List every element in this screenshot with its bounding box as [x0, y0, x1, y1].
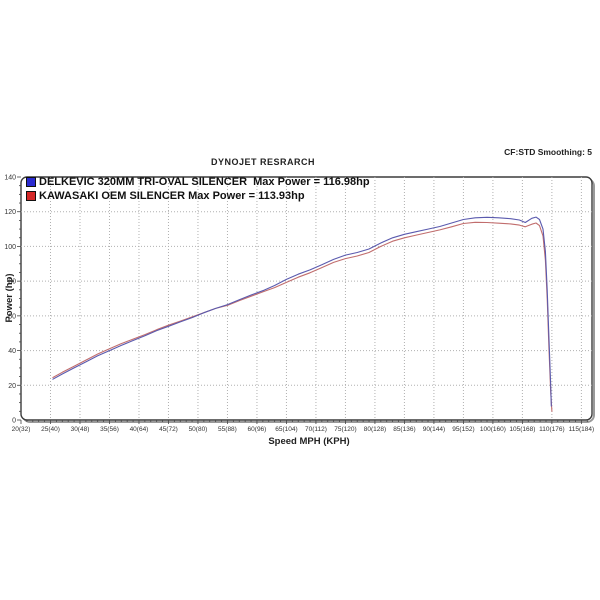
svg-text:20(32): 20(32)	[12, 426, 31, 433]
chart-legend: DELKEVIC 320MM TRI-OVAL SILENCER Max Pow…	[26, 176, 370, 202]
svg-text:95(152): 95(152)	[452, 426, 474, 433]
svg-text:65(104): 65(104)	[275, 426, 297, 433]
svg-text:0: 0	[12, 418, 16, 425]
svg-text:60(96): 60(96)	[248, 426, 267, 433]
svg-text:55(88): 55(88)	[218, 426, 237, 433]
svg-text:100(160): 100(160)	[480, 426, 506, 433]
svg-text:85(136): 85(136)	[393, 426, 415, 433]
chart-canvas: 20(32) 25(40) 30(48) 35(56) 40(64) 45(72) 50(8…	[4, 175, 595, 433]
svg-text:40: 40	[8, 348, 16, 355]
svg-text:110(176): 110(176)	[539, 426, 565, 433]
svg-text:45(72): 45(72)	[159, 426, 178, 433]
legend-item-kawasaki: KAWASAKI OEM SILENCER Max Power = 113.93…	[26, 190, 370, 202]
svg-text:20: 20	[8, 383, 16, 390]
svg-text:80: 80	[8, 279, 16, 286]
svg-text:70(112): 70(112)	[305, 426, 327, 433]
svg-text:80(128): 80(128)	[364, 426, 386, 433]
legend-item-label: DELKEVIC 320MM TRI-OVAL SILENCER Max Pow…	[39, 176, 370, 188]
smoothing-setting-label: CF:STD Smoothing: 5	[504, 147, 592, 157]
legend-item-label: KAWASAKI OEM SILENCER Max Power = 113.93…	[39, 190, 305, 202]
svg-text:60: 60	[8, 313, 16, 320]
svg-text:30(48): 30(48)	[71, 426, 90, 433]
svg-text:25(40): 25(40)	[41, 426, 60, 433]
svg-text:50(80): 50(80)	[189, 426, 208, 433]
svg-text:90(144): 90(144)	[423, 426, 445, 433]
chart-title: DYNOJET RESRARCH	[210, 157, 315, 167]
svg-text:105(168): 105(168)	[509, 426, 535, 433]
svg-text:100: 100	[4, 244, 16, 251]
x-axis-label: Speed MPH (KPH)	[268, 436, 350, 447]
red-series-swatch-icon	[26, 191, 36, 201]
blue-series-swatch-icon	[26, 177, 36, 187]
svg-text:35(56): 35(56)	[100, 426, 119, 433]
svg-text:75(120): 75(120)	[334, 426, 356, 433]
svg-text:40(64): 40(64)	[130, 426, 149, 433]
y-axis-label: Power (hp)	[4, 273, 15, 323]
legend-item-delkevic: DELKEVIC 320MM TRI-OVAL SILENCER Max Pow…	[26, 176, 370, 188]
svg-text:140: 140	[4, 175, 16, 182]
svg-text:120: 120	[4, 209, 16, 216]
svg-text:115(184): 115(184)	[569, 426, 595, 433]
